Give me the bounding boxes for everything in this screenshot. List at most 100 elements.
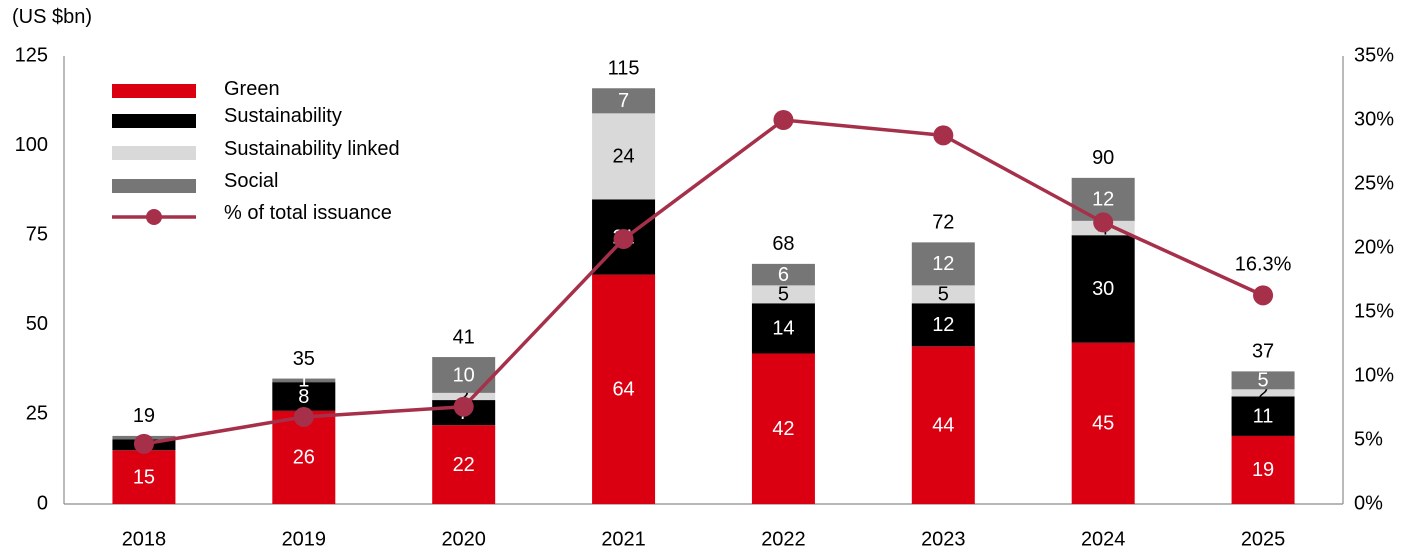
y-right-tick-label: 15% [1354, 300, 1394, 322]
y-left-tick-label: 125 [15, 44, 48, 66]
legend-label-social: Social [224, 170, 279, 192]
x-tick-label: 2022 [761, 528, 806, 550]
bar-segment [112, 450, 176, 504]
y-right-tick-label: 20% [1354, 236, 1394, 258]
bar-segment-label: 5 [938, 284, 949, 306]
bar-segment [751, 303, 815, 354]
y-right-tick-label: 5% [1354, 428, 1383, 450]
bar-segment-label: 30 [1092, 278, 1114, 300]
bar-segment-label: 12 [932, 253, 954, 275]
y-left-tick-label: 0 [37, 492, 48, 514]
bar-segment-label: 12 [1092, 189, 1114, 211]
bar-segment [432, 425, 496, 504]
y-right-tick-label: 25% [1354, 172, 1394, 194]
bar-segment-label: 45 [1092, 413, 1114, 435]
bar-total-label: 35 [293, 348, 315, 370]
bar-segment [1231, 371, 1295, 390]
x-tick-label: 2021 [601, 528, 646, 550]
y-right-tick-label: 35% [1354, 44, 1394, 66]
legend-label-sustainability-linked: Sustainability linked [224, 138, 400, 160]
bar-segment-label: 24 [612, 146, 634, 168]
x-tick-label: 2018 [122, 528, 167, 550]
bar-segment [751, 285, 815, 304]
bar-segment [592, 274, 656, 504]
bar-segment-label: 26 [293, 447, 315, 469]
x-tick-label: 2019 [282, 528, 327, 550]
y-left-tick-label: 75 [26, 223, 48, 245]
bar-segment-label: 22 [453, 454, 475, 476]
pct-of-total-point [1093, 212, 1114, 233]
bar-segment [1071, 235, 1135, 343]
legend-swatch-sustainability-linked [112, 146, 196, 160]
bar-segment [751, 353, 815, 504]
bar-segment-label: 44 [932, 414, 954, 436]
bar-segment [432, 392, 496, 401]
legend-item-sustainability: Sustainability [112, 105, 432, 135]
bar-segment [592, 113, 656, 200]
bar-segment-label: 5 [1258, 370, 1269, 392]
bar-total-label: 115 [608, 58, 640, 80]
legend-swatch-line [112, 209, 196, 225]
bar-total-label: 72 [932, 212, 954, 234]
bar-segment-label: 42 [772, 418, 794, 440]
bar-segment [1231, 435, 1295, 504]
x-tick-label: 2020 [441, 528, 486, 550]
pct-of-total-point [613, 229, 634, 250]
pct-of-total-point [453, 396, 474, 417]
bar-segment [272, 378, 336, 383]
bar-segment [1071, 342, 1135, 504]
bar-total-label: 68 [772, 233, 794, 255]
legend-label-pct-of-total: % of total issuance [224, 202, 392, 224]
bar-segment-label: 11 [1253, 405, 1274, 427]
legend-item-sustainability-linked: Sustainability linked [112, 138, 432, 168]
pct-of-total-point [773, 110, 794, 130]
y-right-tick-label: 10% [1354, 364, 1394, 386]
x-tick-label: 2024 [1081, 528, 1126, 550]
bar-segment-label: 7 [618, 90, 629, 112]
bar-segment-label: 1 [298, 370, 309, 392]
legend-swatch-social [112, 179, 196, 193]
legend-label-green: Green [224, 78, 280, 100]
bar-total-label: 19 [133, 405, 155, 427]
y-left-tick-label: 25 [26, 403, 48, 425]
legend-item-pct-of-total: % of total issuance [112, 202, 432, 232]
bar-segment [911, 285, 975, 304]
pct-of-total-point [933, 125, 954, 146]
pct-last-value-label: 16.3% [1235, 254, 1292, 276]
bar-total-label: 41 [453, 326, 475, 348]
legend-item-social: Social [112, 170, 432, 200]
legend-swatch-green [112, 84, 196, 98]
bar-segment-label: 15 [133, 466, 155, 488]
pct-of-total-point [1253, 285, 1274, 306]
bar-segment [751, 263, 815, 286]
bar-segment [911, 303, 975, 347]
bar-segment-label: 8 [298, 386, 309, 408]
bar-segment [1231, 396, 1295, 436]
bar-segment [592, 88, 656, 114]
pct-of-total-point [293, 406, 314, 427]
y-left-tick-label: 100 [15, 134, 48, 156]
bar-segment [911, 346, 975, 504]
y-right-tick-label: 0% [1354, 492, 1383, 514]
bar-segment-label: 2 [1258, 382, 1269, 404]
y-left-tick-label: 50 [26, 313, 48, 335]
pct-of-total-line [143, 118, 1264, 446]
x-tick-label: 2025 [1241, 528, 1286, 550]
bar-total-label: 37 [1252, 341, 1274, 363]
x-tick-label: 2023 [921, 528, 966, 550]
bar-segment-label: 14 [772, 318, 794, 340]
bar-segment-label: 10 [453, 364, 475, 386]
bar-segment [1231, 389, 1295, 397]
bar-segment-label: 64 [612, 379, 634, 401]
legend-swatch-sustainability [112, 114, 196, 128]
bar-segment-label: 19 [1252, 459, 1274, 481]
bar-segment-label: 12 [932, 314, 954, 336]
bar-segment [911, 242, 975, 286]
bar-segment [272, 382, 336, 411]
bar-segment-label: 6 [778, 264, 789, 286]
legend-item-green: Green [112, 78, 432, 108]
legend-label-sustainability: Sustainability [224, 105, 342, 127]
y-axis-unit-label: (US $bn) [12, 6, 93, 28]
y-right-tick-label: 30% [1354, 108, 1394, 130]
